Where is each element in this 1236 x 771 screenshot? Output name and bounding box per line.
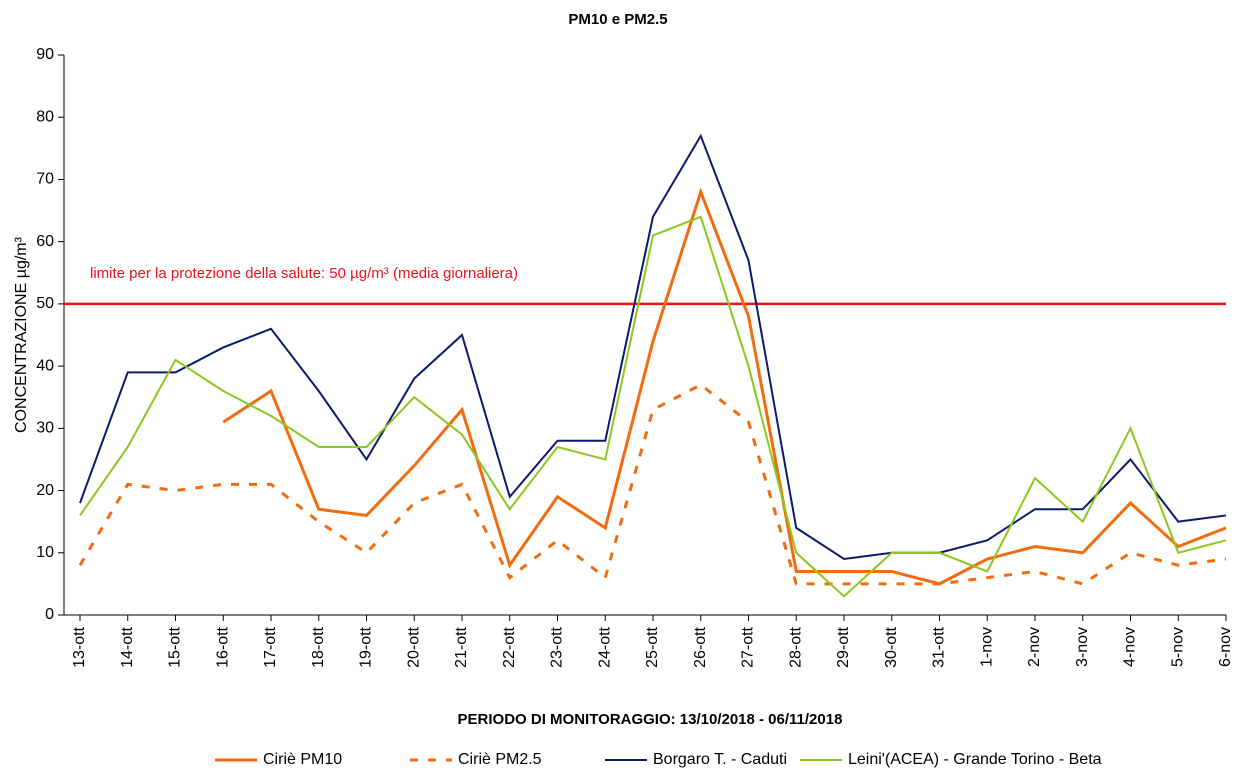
x-tick-label: 30-ott (883, 626, 900, 667)
y-tick-label: 50 (36, 295, 54, 312)
x-tick-label: 14-ott (119, 626, 136, 667)
x-tick-label: 16-ott (214, 626, 231, 667)
x-tick-label: 1-nov (978, 627, 995, 667)
x-tick-label: 26-ott (692, 626, 709, 667)
y-tick-label: 90 (36, 46, 54, 63)
x-tick-label: 20-ott (405, 626, 422, 667)
series-line (222, 187, 1227, 586)
y-tick-label: 20 (36, 482, 54, 499)
x-tick-label: 17-ott (262, 626, 279, 667)
x-tick-label: 5-nov (1169, 627, 1186, 667)
legend-label: Borgaro T. - Caduti (653, 751, 787, 768)
x-tick-label: 6-nov (1217, 627, 1234, 667)
y-tick-label: 80 (36, 108, 54, 125)
series-line (79, 133, 1227, 561)
x-tick-label: 31-ott (931, 626, 948, 667)
x-tick-label: 19-ott (358, 626, 375, 667)
y-axis-title: CONCENTRAZIONE µg/m³ (13, 236, 30, 433)
x-tick-label: 2-nov (1026, 627, 1043, 667)
chart-title: PM10 e PM2.5 (568, 11, 667, 28)
x-tick-label: 15-ott (167, 626, 184, 667)
y-tick-label: 40 (36, 357, 54, 374)
y-tick-label: 70 (36, 171, 54, 188)
y-tick-label: 0 (45, 606, 54, 623)
x-tick-label: 28-ott (787, 626, 804, 667)
legend-label: Ciriè PM2.5 (458, 751, 542, 768)
x-tick-label: 13-ott (71, 626, 88, 667)
y-tick-label: 60 (36, 233, 54, 250)
y-tick-label: 10 (36, 544, 54, 561)
x-tick-label: 18-ott (310, 626, 327, 667)
x-tick-label: 4-nov (1122, 627, 1139, 667)
x-tick-label: 21-ott (453, 626, 470, 667)
x-tick-label: 3-nov (1074, 627, 1091, 667)
legend-label: Leini'(ACEA) - Grande Torino - Beta (848, 751, 1102, 768)
legend-label: Ciriè PM10 (263, 751, 342, 768)
x-axis-title: PERIODO DI MONITORAGGIO: 13/10/2018 - 06… (458, 711, 843, 728)
x-tick-label: 24-ott (596, 626, 613, 667)
x-tick-label: 22-ott (501, 626, 518, 667)
x-tick-label: 25-ott (644, 626, 661, 667)
y-tick-label: 30 (36, 420, 54, 437)
x-tick-label: 27-ott (740, 626, 757, 667)
x-tick-label: 29-ott (835, 626, 852, 667)
annotation: limite per la protezione della salute: 5… (90, 265, 518, 282)
series-line (78, 383, 1227, 586)
x-tick-label: 23-ott (549, 626, 566, 667)
series-line (79, 215, 1227, 598)
